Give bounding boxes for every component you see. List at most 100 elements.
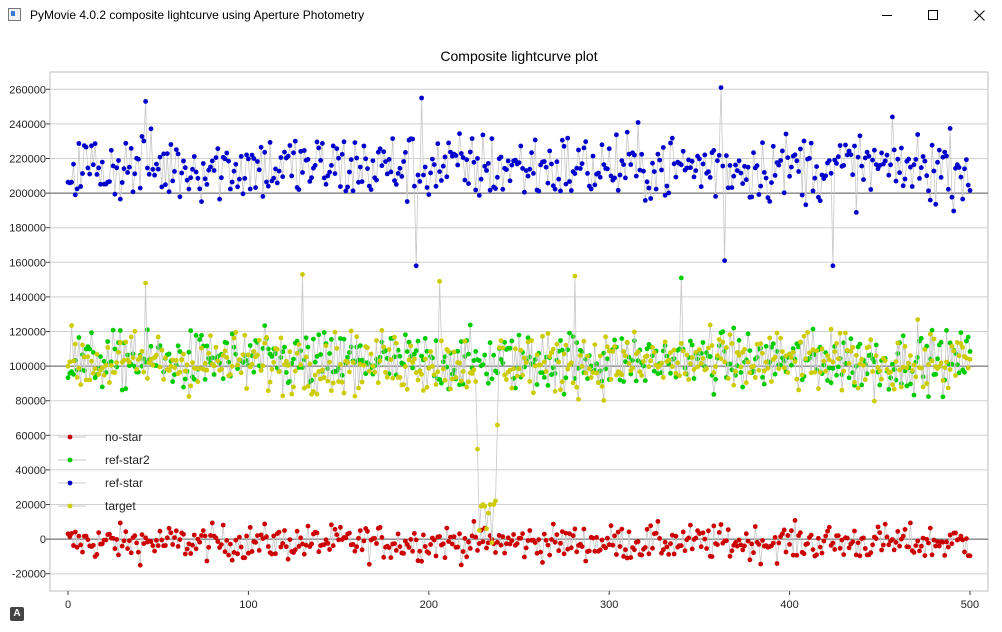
point-ref-star xyxy=(130,189,136,195)
point-target xyxy=(781,365,787,371)
point-no-star xyxy=(680,529,686,535)
point-ref-star xyxy=(913,157,919,162)
point-target xyxy=(559,379,565,385)
point-ref-star xyxy=(953,165,958,171)
point-no-star xyxy=(929,552,935,558)
point-no-star xyxy=(103,537,109,543)
point-target xyxy=(630,365,635,371)
point-target xyxy=(370,363,376,369)
point-ref-star xyxy=(668,140,673,146)
point-ref-star xyxy=(556,176,562,182)
point-ref-star xyxy=(309,175,314,181)
point-target xyxy=(204,367,210,373)
point-target xyxy=(516,366,522,372)
point-ref-star xyxy=(951,208,957,214)
point-target xyxy=(155,334,161,340)
legend-label-ref-star2: ref-star2 xyxy=(105,453,150,467)
point-no-star xyxy=(112,546,118,552)
point-target xyxy=(504,377,509,382)
point-target xyxy=(808,370,814,376)
point-target xyxy=(556,359,562,365)
point-target xyxy=(182,368,188,374)
point-target xyxy=(646,364,652,370)
point-target xyxy=(406,357,412,363)
point-no-star xyxy=(781,527,787,533)
point-ref-star2 xyxy=(482,352,488,358)
point-target xyxy=(81,354,87,360)
auto-range-button[interactable]: A xyxy=(10,607,24,621)
point-ref-star xyxy=(688,165,693,171)
point-no-star xyxy=(808,532,814,538)
point-no-star xyxy=(69,531,74,536)
point-target xyxy=(543,369,549,374)
point-target xyxy=(738,364,744,370)
point-no-star xyxy=(742,543,747,549)
point-target xyxy=(301,385,307,391)
point-target xyxy=(211,363,217,369)
point-ref-star xyxy=(256,167,262,173)
app-icon[interactable] xyxy=(8,8,21,21)
point-no-star xyxy=(846,545,852,551)
lightcurve-chart[interactable]: Composite lightcurve plot-20000020000400… xyxy=(0,31,1002,632)
point-ref-star xyxy=(823,173,829,179)
plot-area[interactable]: Composite lightcurve plot -20000 0 20000 400… xyxy=(0,31,1002,632)
point-no-star xyxy=(231,550,237,555)
point-ref-star xyxy=(307,179,313,184)
point-ref-star xyxy=(678,162,684,168)
point-ref-star xyxy=(848,152,854,158)
point-ref-star xyxy=(639,151,645,157)
point-no-star xyxy=(283,544,289,550)
point-no-star xyxy=(422,544,428,549)
point-target xyxy=(601,398,607,403)
point-ref-star xyxy=(148,126,154,132)
point-ref-star xyxy=(949,194,955,200)
point-ref-star xyxy=(195,175,201,181)
point-target xyxy=(457,360,462,366)
point-no-star xyxy=(255,533,260,538)
point-target xyxy=(397,375,403,380)
point-no-star xyxy=(238,544,244,550)
point-ref-star xyxy=(426,192,432,198)
point-no-star xyxy=(599,537,605,543)
point-ref-star xyxy=(145,165,150,171)
point-target xyxy=(715,353,720,358)
point-no-star xyxy=(702,536,708,542)
point-target xyxy=(71,358,76,364)
point-ref-star xyxy=(781,190,787,196)
point-ref-star2 xyxy=(363,371,369,377)
x-tick-label: 300 xyxy=(600,599,618,611)
point-ref-star xyxy=(395,171,401,176)
maximize-button[interactable] xyxy=(910,0,956,31)
point-ref-star xyxy=(650,160,655,166)
point-ref-star xyxy=(547,148,553,154)
point-ref-star xyxy=(733,162,738,168)
point-target xyxy=(507,367,513,373)
point-no-star xyxy=(292,547,298,553)
point-no-star xyxy=(550,521,556,527)
point-target xyxy=(857,361,863,367)
point-target xyxy=(496,345,502,350)
point-no-star xyxy=(374,541,379,546)
point-no-star xyxy=(410,548,415,554)
point-ref-star2 xyxy=(825,378,830,383)
point-no-star xyxy=(504,541,509,547)
point-no-star xyxy=(590,535,596,541)
point-no-star xyxy=(547,552,553,558)
point-target xyxy=(172,365,177,370)
close-button[interactable] xyxy=(956,0,1002,31)
point-no-star xyxy=(727,553,733,559)
point-ref-star xyxy=(401,159,406,164)
point-ref-star xyxy=(891,147,897,153)
point-ref-star xyxy=(96,165,102,171)
point-target xyxy=(790,350,796,355)
point-target xyxy=(944,359,949,365)
point-no-star xyxy=(123,529,129,535)
point-ref-star xyxy=(776,162,782,168)
point-target xyxy=(430,363,435,369)
point-target xyxy=(940,378,946,383)
point-ref-star2 xyxy=(877,382,883,388)
minimize-button[interactable] xyxy=(864,0,910,31)
point-ref-star xyxy=(228,186,233,192)
point-target xyxy=(206,350,212,356)
point-target xyxy=(767,335,773,341)
